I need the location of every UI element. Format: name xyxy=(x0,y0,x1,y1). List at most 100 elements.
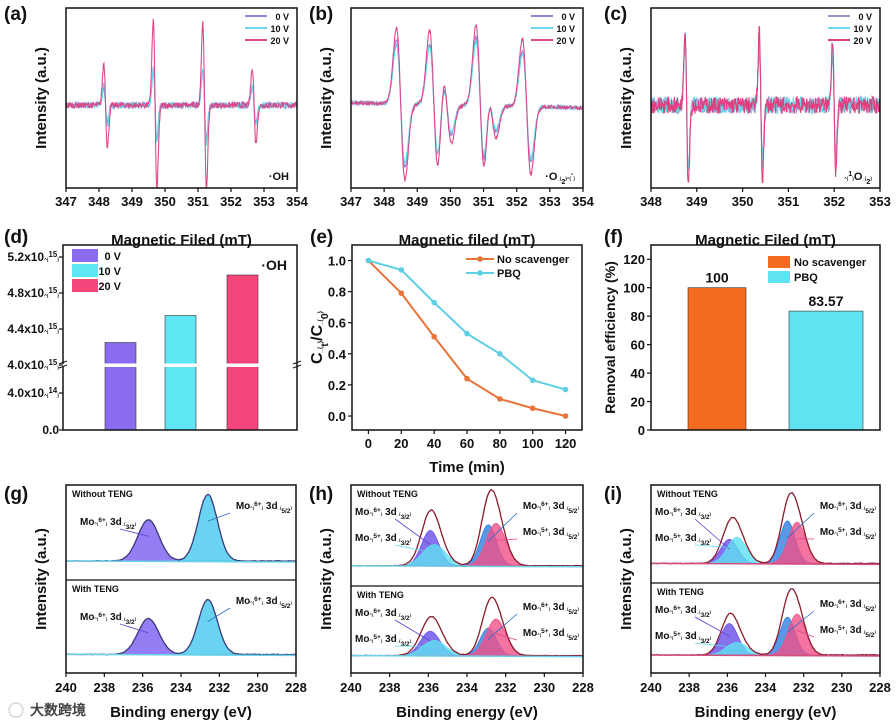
y-tick-label: 80 xyxy=(631,309,645,324)
plot-frame xyxy=(650,244,881,431)
x-tick-label: 240 xyxy=(340,680,362,695)
x-tick-label: 236 xyxy=(417,680,439,695)
xps-chart-g: Without TENG Mo^{6+} 3d_{3/2} Mo^{6+} 3d_{… xyxy=(4,484,307,721)
x-tick-label: 351 xyxy=(473,194,495,209)
bar-pbq xyxy=(788,310,864,431)
peak-label: Mo^{6+} 3d_{3/2} xyxy=(80,612,137,626)
legend-label: 0 V xyxy=(104,251,121,263)
x-tick-label: 349 xyxy=(121,194,143,209)
background-line xyxy=(350,565,584,568)
species-annotation: ·OH xyxy=(261,257,287,273)
peak-label: Mo^{6+} 3d_{3/2} xyxy=(655,605,712,619)
peak-label: Mo^{5+} 3d_{5/2} xyxy=(820,625,877,639)
data-point xyxy=(562,386,569,393)
value-label: 83.57 xyxy=(808,293,843,309)
peak-label: Mo^{6+} 3d_{5/2} xyxy=(523,501,580,515)
envelope-fit-line xyxy=(65,599,297,656)
panel-label: (e) xyxy=(310,227,333,248)
x-tick-label: 354 xyxy=(572,194,594,209)
x-tick-label: 347 xyxy=(340,194,362,209)
envelope-fit-line xyxy=(650,492,881,565)
series-line-20v xyxy=(651,26,880,184)
bar-chart-d: 0 V 10 V 20 V 0.0 4.0x10^{14} 4.0x10^{15} 4.4x… xyxy=(4,227,302,437)
peak-label: Mo^{5+} 3d_{5/2} xyxy=(820,527,877,541)
data-point xyxy=(464,375,470,382)
data-point xyxy=(431,299,437,306)
panel-label: (b) xyxy=(309,4,333,25)
peak-label: Mo^{5+} 3d_{3/2} xyxy=(355,533,412,547)
x-tick-label: 234 xyxy=(170,680,192,695)
y-axis-label: Removal efficiency (%) xyxy=(602,261,618,414)
y-tick-label: 0.0 xyxy=(328,409,346,424)
peak-label: Mo^{5+} 3d_{5/2} xyxy=(523,628,580,642)
x-tick-label: 228 xyxy=(869,680,891,695)
legend-label: 10 V xyxy=(556,24,575,34)
x-tick-label: 230 xyxy=(831,680,853,695)
data-point xyxy=(398,290,405,296)
bar-no-scavenger xyxy=(687,287,747,431)
data-point xyxy=(562,413,569,419)
xps-chart-h: Without TENG Mo^{6+} 3d_{3/2} Mo^{5+} 3d_{… xyxy=(309,484,594,721)
x-tick-label: 232 xyxy=(208,680,230,695)
legend-swatch xyxy=(72,264,98,277)
axis-break-mark-icon xyxy=(58,360,302,369)
x-tick-label: 348 xyxy=(373,194,395,209)
legend-label: 20 V xyxy=(98,281,121,293)
species-annotation: ·OH xyxy=(269,171,289,183)
x-tick-label: 228 xyxy=(572,680,594,695)
peak-component xyxy=(351,544,583,567)
peak-label: Mo^{6+} 3d_{3/2} xyxy=(355,507,412,521)
peak-arrow xyxy=(694,642,737,648)
x-tick-label: 236 xyxy=(716,680,738,695)
peak-arrow xyxy=(694,518,730,550)
y-tick-label: 4.8x10^{15} xyxy=(7,286,59,301)
peak-arrow xyxy=(787,610,815,633)
x-tick-label: 351 xyxy=(778,194,800,209)
peak-arrow xyxy=(495,633,518,641)
background-line xyxy=(650,654,881,657)
legend-marker xyxy=(477,270,483,276)
x-tick-label: 40 xyxy=(427,436,441,451)
x-tick-label: 0 xyxy=(365,436,372,451)
x-axis-label: Magnetic filed (mT) xyxy=(399,232,536,249)
panel-label: (f) xyxy=(604,227,623,248)
y-tick-label: 4.4x10^{15} xyxy=(7,322,59,337)
y-tick-label: 0.4 xyxy=(328,347,347,362)
legend-label: 0 V xyxy=(858,12,872,22)
y-tick-label: 60 xyxy=(631,338,645,353)
legend-label: 20 V xyxy=(270,36,289,46)
peak-label: Mo^{6+} 3d_{3/2} xyxy=(655,507,712,521)
x-tick-label: 352 xyxy=(506,194,528,209)
peak-component xyxy=(66,519,296,562)
x-axis-label: Binding energy (eV) xyxy=(110,704,252,721)
background-line xyxy=(650,562,881,566)
x-tick-label: 80 xyxy=(493,436,507,451)
bar-0v xyxy=(104,342,137,431)
peak-component xyxy=(66,618,296,655)
peak-label: Mo^{6+} 3d_{5/2} xyxy=(236,501,293,515)
y-tick-label: 1.0 xyxy=(328,254,346,269)
x-tick-label: 240 xyxy=(640,680,662,695)
y-tick-label: 100 xyxy=(623,281,645,296)
peak-label: Mo^{5+} 3d_{5/2} xyxy=(523,527,580,541)
y-tick-label: 0.2 xyxy=(328,378,346,393)
peak-arrow xyxy=(119,528,149,537)
peak-component xyxy=(651,641,880,656)
legend-label: 0 V xyxy=(275,12,289,22)
data-point xyxy=(497,351,503,357)
plot-frame xyxy=(62,244,298,431)
x-axis-label: Time (min) xyxy=(429,459,505,476)
x-tick-label: 100 xyxy=(522,436,544,451)
peak-label: Mo^{5+} 3d_{3/2} xyxy=(355,634,412,648)
x-tick-label: 236 xyxy=(132,680,154,695)
species-annotation: ^{1}O_{2} xyxy=(844,170,872,186)
peak-label: Mo^{5+} 3d_{3/2} xyxy=(655,631,712,645)
x-tick-label: 352 xyxy=(220,194,242,209)
legend-label: 0 V xyxy=(561,12,575,22)
series-line-no-scavenger xyxy=(367,259,566,417)
x-tick-label: 238 xyxy=(93,680,115,695)
watermark-text: 大数跨境 xyxy=(30,702,86,718)
bar-20v xyxy=(226,274,259,431)
x-tick-label: 348 xyxy=(88,194,110,209)
